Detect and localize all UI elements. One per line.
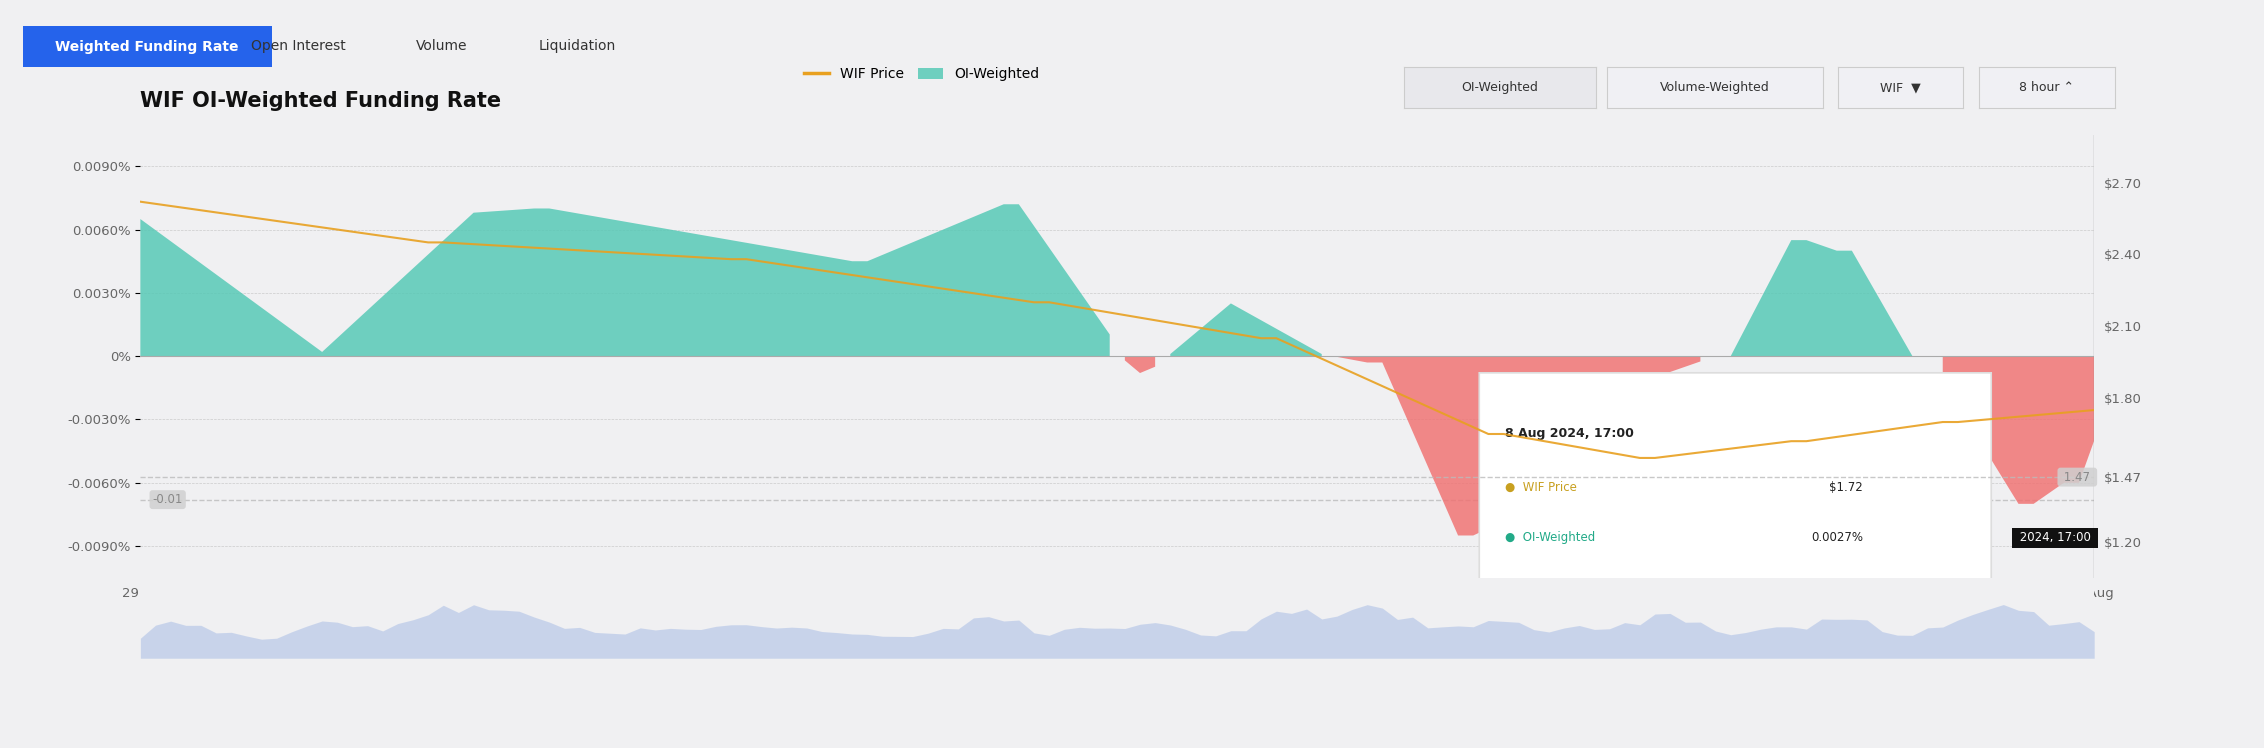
Text: Open Interest: Open Interest	[251, 40, 346, 53]
Text: 8 hour ⌃: 8 hour ⌃	[2019, 82, 2074, 94]
Text: 0.0027%: 0.0027%	[1811, 531, 1863, 544]
Text: ●  WIF Price: ● WIF Price	[1506, 481, 1576, 494]
Text: OI-Weighted: OI-Weighted	[1463, 82, 1537, 94]
Text: $1.72: $1.72	[1829, 481, 1863, 494]
Text: -0.01: -0.01	[152, 493, 183, 506]
Legend: WIF Price, OI-Weighted: WIF Price, OI-Weighted	[799, 62, 1046, 87]
Text: Volume: Volume	[417, 40, 466, 53]
Text: coinglass: coinglass	[1499, 427, 1583, 445]
FancyBboxPatch shape	[1478, 373, 1992, 595]
Text: Liquidation: Liquidation	[539, 40, 616, 53]
Text: WIF OI-Weighted Funding Rate: WIF OI-Weighted Funding Rate	[140, 91, 503, 111]
Text: Volume-Weighted: Volume-Weighted	[1660, 82, 1770, 94]
Text: 2024, 17:00: 2024, 17:00	[2015, 531, 2094, 545]
Text: 1.47: 1.47	[2060, 470, 2094, 484]
Text: ●  OI-Weighted: ● OI-Weighted	[1506, 531, 1596, 544]
Text: 8 Aug 2024, 17:00: 8 Aug 2024, 17:00	[1506, 427, 1635, 440]
Text: Weighted Funding Rate: Weighted Funding Rate	[54, 40, 240, 54]
Text: WIF  ▼: WIF ▼	[1881, 82, 1920, 94]
